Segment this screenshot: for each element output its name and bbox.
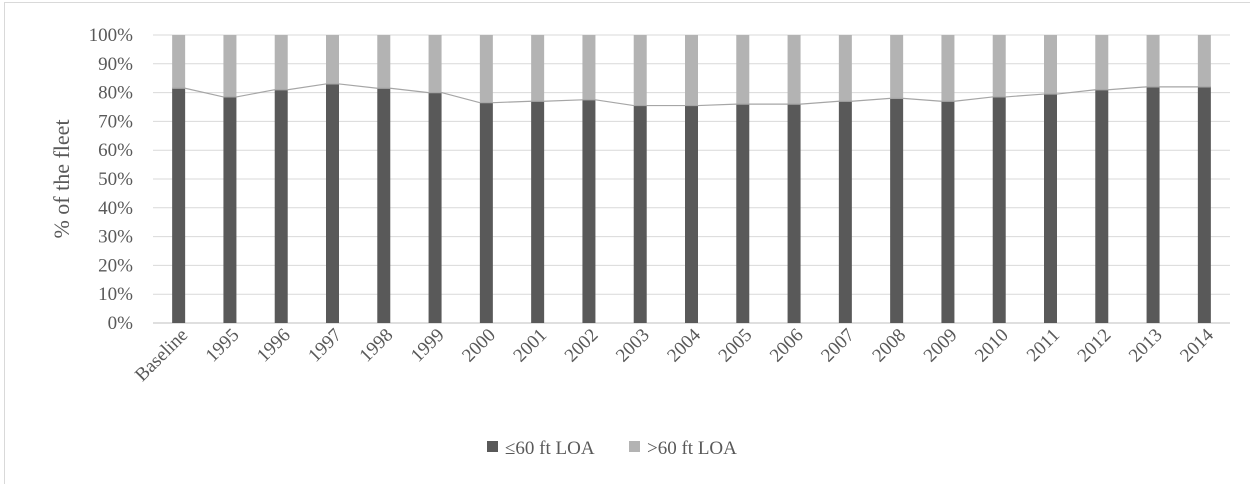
x-tick-label: 2008 bbox=[868, 325, 910, 367]
bar-le60 bbox=[838, 101, 852, 324]
bar-gt60 bbox=[992, 35, 1006, 97]
bar-gt60 bbox=[479, 35, 493, 103]
y-tick-label: 90% bbox=[98, 54, 133, 75]
bar-gt60 bbox=[1095, 35, 1109, 90]
x-tick-label: 2014 bbox=[1176, 324, 1218, 366]
legend: ≤60 ft LOA >60 ft LOA bbox=[487, 438, 737, 459]
bar-gt60 bbox=[787, 35, 801, 105]
bar-le60 bbox=[1044, 94, 1057, 323]
y-tick-label: 10% bbox=[98, 284, 133, 305]
x-tick-label: 1995 bbox=[202, 325, 244, 367]
x-tick-label: 2011 bbox=[1023, 325, 1064, 366]
legend-swatch bbox=[629, 441, 640, 452]
bar-le60 bbox=[274, 89, 288, 323]
y-tick-label: 60% bbox=[98, 140, 133, 161]
bar-le60 bbox=[941, 101, 955, 324]
bar-gt60 bbox=[1044, 35, 1057, 95]
bar-le60 bbox=[377, 88, 391, 323]
bar-le60 bbox=[172, 88, 186, 323]
bar-gt60 bbox=[274, 35, 288, 90]
y-tick-label: 50% bbox=[98, 169, 133, 190]
x-tick-label: 2006 bbox=[766, 325, 808, 367]
y-tick-label: 20% bbox=[98, 255, 133, 276]
bar-gt60 bbox=[941, 35, 955, 102]
y-tick-label: 100% bbox=[89, 25, 134, 46]
y-tick-label: 70% bbox=[98, 111, 133, 132]
y-tick-label: 80% bbox=[98, 83, 133, 104]
y-tick-label: 40% bbox=[98, 198, 133, 219]
x-axis-ticks: Baseline 1995 1996 1997 1998 1999 2000 2001 2002… bbox=[131, 324, 1218, 385]
x-tick-label: 1996 bbox=[253, 325, 295, 367]
bar-gt60 bbox=[633, 35, 647, 106]
x-tick-label: 2002 bbox=[561, 325, 603, 367]
x-tick-label: 2003 bbox=[612, 325, 654, 367]
bars bbox=[172, 35, 1211, 324]
bar-le60 bbox=[787, 104, 801, 324]
bar-le60 bbox=[685, 105, 698, 323]
bar-le60 bbox=[1095, 89, 1109, 323]
bar-le60 bbox=[736, 104, 750, 324]
legend-label: >60 ft LOA bbox=[647, 438, 737, 459]
bar-le60 bbox=[582, 99, 596, 323]
bar-gt60 bbox=[1197, 35, 1211, 87]
legend-swatch bbox=[487, 441, 498, 452]
bar-gt60 bbox=[531, 35, 545, 102]
bar-le60 bbox=[992, 96, 1006, 323]
bar-gt60 bbox=[377, 35, 391, 89]
bar-gt60 bbox=[172, 35, 186, 89]
bar-le60 bbox=[531, 101, 545, 324]
series-connector-line bbox=[172, 83, 1211, 107]
x-tick-label: 2005 bbox=[715, 325, 757, 367]
bar-le60 bbox=[223, 96, 237, 323]
bar-gt60 bbox=[838, 35, 852, 102]
bar-gt60 bbox=[736, 35, 750, 105]
bar-gt60 bbox=[223, 35, 237, 97]
bar-le60 bbox=[479, 102, 493, 324]
bar-gt60 bbox=[890, 35, 904, 99]
bar-gt60 bbox=[428, 35, 442, 93]
chart-frame bbox=[4, 2, 1250, 484]
bar-le60 bbox=[428, 92, 442, 323]
x-tick-label: 1997 bbox=[304, 325, 346, 367]
x-tick-label: 1998 bbox=[356, 325, 398, 367]
bar-gt60 bbox=[1146, 35, 1160, 87]
x-tick-label: 2012 bbox=[1074, 325, 1116, 367]
x-tick-label: 2004 bbox=[663, 324, 705, 366]
x-tick-label: 1999 bbox=[407, 325, 449, 367]
bar-le60 bbox=[1146, 86, 1160, 323]
y-tick-label: 30% bbox=[98, 227, 133, 248]
x-tick-label: 2009 bbox=[920, 325, 962, 367]
y-tick-label: 0% bbox=[108, 313, 134, 334]
x-tick-label: Baseline bbox=[131, 325, 192, 386]
bar-gt60 bbox=[582, 35, 596, 100]
legend-label: ≤60 ft LOA bbox=[505, 438, 595, 459]
bar-le60 bbox=[890, 98, 904, 323]
bar-le60 bbox=[1197, 86, 1211, 323]
x-tick-label: 2001 bbox=[509, 325, 551, 367]
bar-le60 bbox=[326, 83, 339, 324]
x-tick-label: 2010 bbox=[971, 325, 1013, 367]
bar-gt60 bbox=[326, 35, 339, 84]
x-tick-label: 2013 bbox=[1125, 325, 1167, 367]
x-tick-label: 2000 bbox=[458, 325, 500, 367]
x-tick-label: 2007 bbox=[817, 325, 859, 367]
bar-gt60 bbox=[685, 35, 698, 106]
bar-le60 bbox=[633, 105, 647, 323]
y-axis-title: % of the fleet bbox=[49, 119, 74, 238]
y-axis-ticks: 0% 10% 20% 30% 40% 50% 60% 70% 80% 90% 100% bbox=[89, 25, 134, 334]
